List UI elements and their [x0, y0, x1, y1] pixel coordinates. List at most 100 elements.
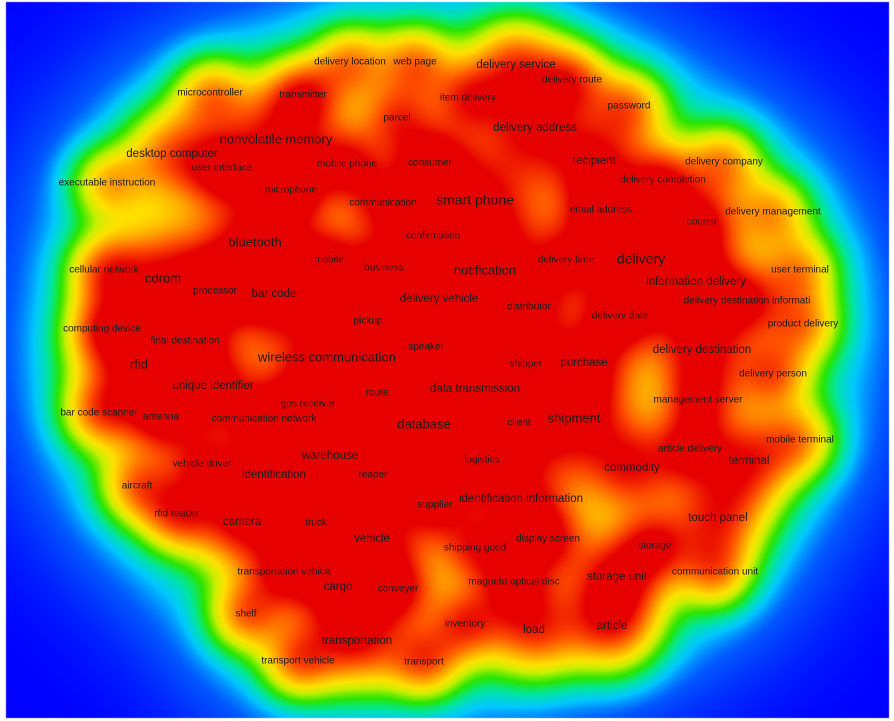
term-label: user terminal	[771, 265, 829, 276]
term-label: transport vehicle	[261, 656, 335, 667]
term-label: delivery location	[314, 57, 386, 68]
term-label: management server	[654, 395, 744, 406]
term-label: computing device	[63, 324, 141, 335]
term-label: mobile terminal	[766, 435, 834, 446]
term-label: mobile	[314, 255, 344, 266]
term-label: transportation vehicle	[237, 567, 332, 578]
term-label: truck	[305, 518, 328, 529]
term-label: communication	[349, 198, 416, 209]
term-label: rfid	[130, 356, 148, 371]
term-label: final destination	[150, 336, 220, 347]
term-label: antenna	[143, 412, 180, 423]
term-label: email address	[570, 205, 632, 216]
term-label: conveyer	[378, 584, 419, 595]
term-label: speaker	[408, 342, 444, 353]
term-label: data transmission	[430, 383, 520, 395]
term-label: delivery	[617, 251, 665, 267]
term-label: display screen	[516, 534, 580, 545]
term-label: aircraft	[122, 481, 153, 492]
term-label: microcontroller	[177, 88, 243, 99]
term-label: delivery company	[685, 157, 763, 168]
term-label: delivery person	[739, 369, 807, 380]
term-label: logistics	[464, 455, 500, 466]
term-label: bluetooth	[228, 234, 282, 249]
term-label: business	[364, 263, 403, 274]
term-label: client	[507, 418, 531, 429]
term-label: bar code	[252, 288, 297, 300]
term-label: camera	[223, 516, 262, 528]
term-label: desktop computer	[126, 148, 218, 160]
term-label: article delivery	[658, 444, 722, 455]
term-label: delivery date	[592, 311, 649, 322]
term-label: load	[523, 624, 545, 636]
term-label: recipient	[572, 155, 616, 167]
term-label: route	[366, 388, 389, 399]
term-label: smart phone	[436, 192, 514, 208]
term-label: shelf	[235, 609, 256, 620]
term-label: cdrom	[145, 270, 181, 285]
term-label: bar code scanner	[60, 408, 138, 419]
term-label: wireless communication	[257, 349, 396, 364]
term-label: identification information	[459, 493, 583, 505]
term-label: rfid reader	[154, 509, 200, 520]
term-label: transportation	[322, 635, 392, 647]
term-label: delivery time	[538, 255, 595, 266]
term-label: delivery management	[725, 207, 821, 218]
term-label: user interface	[192, 163, 253, 174]
term-label: pickup	[354, 316, 383, 327]
term-label: shipper	[510, 359, 543, 370]
term-label: information delivery	[646, 276, 746, 288]
term-label: warehouse	[301, 450, 358, 462]
term-label: delivery service	[476, 59, 555, 71]
term-label: terminal	[729, 455, 770, 467]
term-label: transmitter	[279, 90, 327, 101]
term-label: touch panel	[688, 512, 747, 524]
term-label: communication network	[211, 414, 317, 425]
term-label: transport	[404, 657, 444, 668]
term-label: vehicle driver	[173, 459, 233, 470]
term-label: unique identifier	[172, 380, 253, 392]
term-label: cellular network	[69, 265, 139, 276]
term-label: shipping good	[444, 543, 506, 554]
term-label: database	[397, 416, 451, 431]
term-label: storage	[638, 541, 672, 552]
term-label: supplier	[417, 500, 453, 511]
term-label: mobile phone	[317, 159, 377, 170]
term-label: consumer	[408, 158, 453, 169]
term-label: notification	[454, 262, 516, 277]
term-label: storage unit	[587, 571, 648, 583]
term-label: commodity	[604, 462, 660, 474]
term-label: magneto optical disc	[468, 577, 559, 588]
term-label: courier	[687, 217, 718, 228]
term-label: delivery vehicle	[400, 293, 479, 305]
term-label: reader	[359, 470, 389, 481]
term-label: identification	[242, 469, 306, 481]
term-label: confirmation	[406, 231, 460, 242]
term-label: purchase	[560, 357, 607, 369]
term-label: delivery destination informati	[684, 296, 811, 307]
term-label: delivery destination	[653, 344, 751, 356]
term-label: processor	[193, 286, 238, 297]
term-label: cargo	[324, 581, 353, 593]
term-label: microphone	[265, 185, 318, 196]
term-label: distributor	[507, 302, 552, 313]
term-label: inventory	[445, 619, 486, 630]
term-label: nonvolatile memory	[220, 131, 333, 146]
term-label: delivery address	[493, 122, 577, 134]
term-label: communication unit	[672, 567, 758, 578]
term-label: vehicle	[354, 533, 390, 545]
term-label: gps receiver	[281, 399, 336, 410]
term-label: parcel	[383, 113, 410, 124]
term-label: executable instruction	[59, 178, 156, 189]
term-label: article	[597, 620, 628, 632]
term-label: delivery route	[542, 75, 602, 86]
term-label: product delivery	[768, 319, 839, 330]
term-label: item delivery	[440, 93, 496, 104]
term-label: web page	[392, 57, 437, 68]
term-label: shipment	[548, 410, 601, 425]
term-label: delivery completion	[620, 175, 706, 186]
term-label: password	[608, 101, 651, 112]
